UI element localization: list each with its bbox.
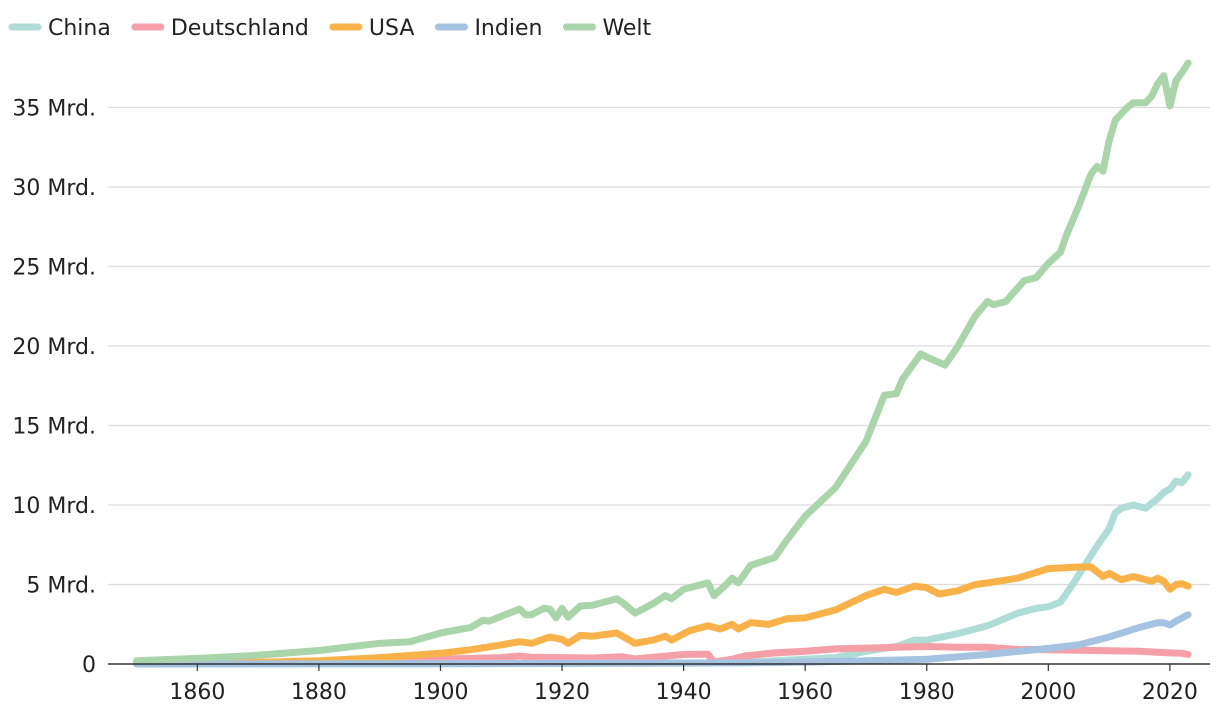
y-tick-label: 5 Mrd. xyxy=(26,574,96,599)
x-tick-label: 2000 xyxy=(1020,680,1076,705)
x-tick-label: 1960 xyxy=(777,680,833,705)
series-line-welt xyxy=(133,59,1192,665)
legend-label: Welt xyxy=(602,16,651,41)
x-tick-label: 1940 xyxy=(656,680,712,705)
y-tick-label: 10 Mrd. xyxy=(12,494,96,519)
legend-item-usa[interactable]: USA xyxy=(329,16,415,41)
y-tick-label: 20 Mrd. xyxy=(12,335,96,360)
legend-label: China xyxy=(48,16,111,41)
series-line-china xyxy=(133,471,1192,668)
y-tick-label: 15 Mrd. xyxy=(12,415,96,440)
x-tick-label: 1880 xyxy=(291,680,347,705)
y-axis-labels: 0 5 Mrd. 10 Mrd. 15 Mrd. 20 Mrd. 25 Mrd. 30 Mr… xyxy=(12,97,96,679)
y-tick-label: 30 Mrd. xyxy=(12,176,96,201)
x-tick-label: 1920 xyxy=(534,680,590,705)
legend-label: Indien xyxy=(474,16,542,41)
legend-label: Deutschland xyxy=(171,16,309,41)
y-tick-label: 0 xyxy=(82,653,96,678)
x-axis: 1860 1880 1900 1920 1940 1960 1980 2000 2020 xyxy=(108,663,1210,705)
legend: China Deutschland USA Indien Welt xyxy=(8,16,652,41)
legend-item-deutschland[interactable]: Deutschland xyxy=(131,16,309,41)
series-lines xyxy=(133,59,1192,668)
legend-label: USA xyxy=(369,16,415,41)
x-tick-label: 1900 xyxy=(412,680,468,705)
legend-item-welt[interactable]: Welt xyxy=(562,16,652,41)
y-tick-label: 25 Mrd. xyxy=(12,256,96,281)
y-tick-label: 35 Mrd. xyxy=(12,97,96,122)
x-tick-label: 1860 xyxy=(169,680,225,705)
series-line-usa xyxy=(133,563,1192,668)
x-tick-label: 2020 xyxy=(1142,680,1198,705)
series-line-indien xyxy=(133,611,1192,668)
x-tick-label: 1980 xyxy=(899,680,955,705)
legend-item-indien[interactable]: Indien xyxy=(434,16,542,41)
legend-item-china[interactable]: China xyxy=(8,16,111,41)
gridlines xyxy=(108,106,1210,586)
